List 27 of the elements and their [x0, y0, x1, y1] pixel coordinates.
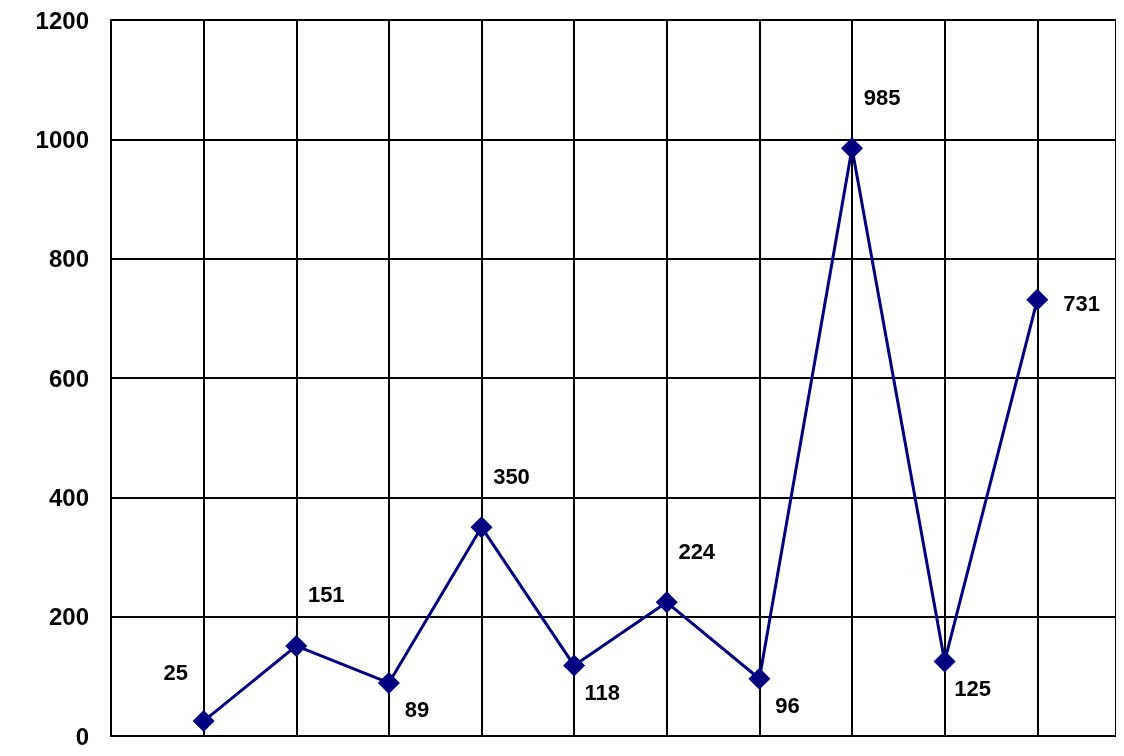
- y-tick-label: 1000: [35, 125, 89, 153]
- point: [748, 667, 771, 690]
- y-tick-label: 600: [48, 364, 89, 392]
- y-tick-label: 0: [75, 722, 89, 750]
- point: [192, 710, 215, 733]
- data-label: 731: [1063, 291, 1100, 317]
- point: [470, 516, 493, 539]
- y-tick-label: 400: [48, 483, 89, 511]
- y-tick-label: 800: [48, 245, 89, 273]
- data-label: 350: [493, 463, 530, 489]
- point: [285, 634, 308, 657]
- point: [655, 591, 678, 614]
- point: [1026, 288, 1049, 311]
- y-tick-label: 200: [48, 603, 89, 631]
- y-tick-label: 1200: [35, 6, 89, 34]
- data-label: 96: [775, 693, 800, 719]
- data-label: 224: [678, 538, 716, 564]
- data-label: 89: [404, 697, 430, 723]
- point: [563, 654, 586, 677]
- data-label: 985: [863, 84, 901, 110]
- data-label: 118: [584, 680, 620, 706]
- point: [377, 671, 400, 694]
- data-label: 25: [163, 659, 188, 685]
- point: [933, 650, 956, 673]
- data-label: 151: [307, 582, 345, 608]
- data-label: 125: [954, 675, 991, 701]
- point: [841, 137, 864, 160]
